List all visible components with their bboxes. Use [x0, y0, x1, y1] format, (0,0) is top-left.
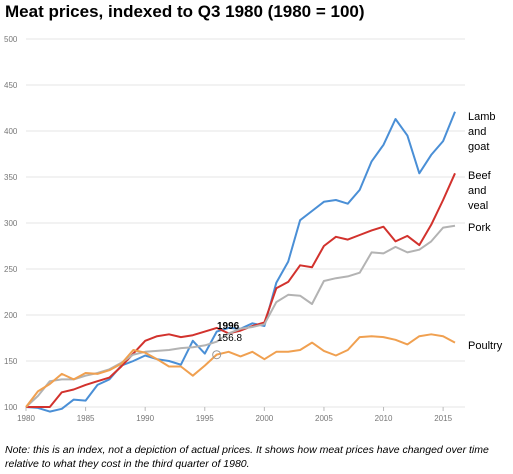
series-line-poultry	[25, 333, 456, 408]
annotation-year: 1996	[217, 321, 240, 332]
grid-lines	[26, 38, 465, 408]
y-tick-label: 200	[4, 311, 18, 320]
y-tick-label: 500	[4, 35, 18, 44]
chart-note: Note: this is an index, not a depiction …	[5, 444, 489, 470]
series-labels: Lamb and goat Beef and veal Pork Poultry	[468, 111, 503, 352]
y-tick-label: 100	[4, 403, 18, 412]
axis-ticks: 100 150 200 250 300 350 400 450 500 1980 1985 1990 1…	[4, 35, 453, 423]
series-label-beef-and-veal: Beef	[468, 170, 492, 182]
x-tick-label: 2000	[255, 414, 273, 423]
x-tick-label: 1980	[17, 414, 35, 423]
series-line-pork	[25, 224, 456, 408]
y-tick-label: 300	[4, 219, 18, 228]
series-label-beef-and-veal: and	[468, 185, 486, 197]
annotation-value: 156.8	[217, 333, 242, 344]
y-tick-label: 250	[4, 265, 18, 274]
chart-plot: 100 150 200 250 300 350 400 450 500 1980 1985 1990 1…	[4, 35, 503, 423]
y-tick-label: 150	[4, 357, 18, 366]
chart-title: Meat prices, indexed to Q3 1980 (1980 = …	[5, 2, 365, 21]
y-tick-label: 350	[4, 173, 18, 182]
y-tick-label: 450	[4, 81, 18, 90]
series-line-beef-and-veal	[26, 172, 456, 408]
series-label-poultry: Poultry	[468, 340, 503, 352]
annotation-marker	[212, 350, 222, 360]
x-tick-label: 1990	[136, 414, 154, 423]
series-label-lamb-and-goat: and	[468, 126, 486, 138]
series-line-lamb-and-goat	[25, 111, 456, 413]
x-tick-label: 1985	[77, 414, 95, 423]
x-tick-label: 2010	[375, 414, 393, 423]
y-tick-label: 400	[4, 127, 18, 136]
x-tick-label: 2015	[434, 414, 452, 423]
x-tick-label: 2005	[315, 414, 333, 423]
series-label-beef-and-veal: veal	[468, 200, 488, 212]
x-tick-label: 1995	[196, 414, 214, 423]
series-label-lamb-and-goat: goat	[468, 141, 489, 153]
series-label-pork: Pork	[468, 222, 491, 234]
series-lines	[25, 111, 456, 413]
series-label-lamb-and-goat: Lamb	[468, 111, 496, 123]
